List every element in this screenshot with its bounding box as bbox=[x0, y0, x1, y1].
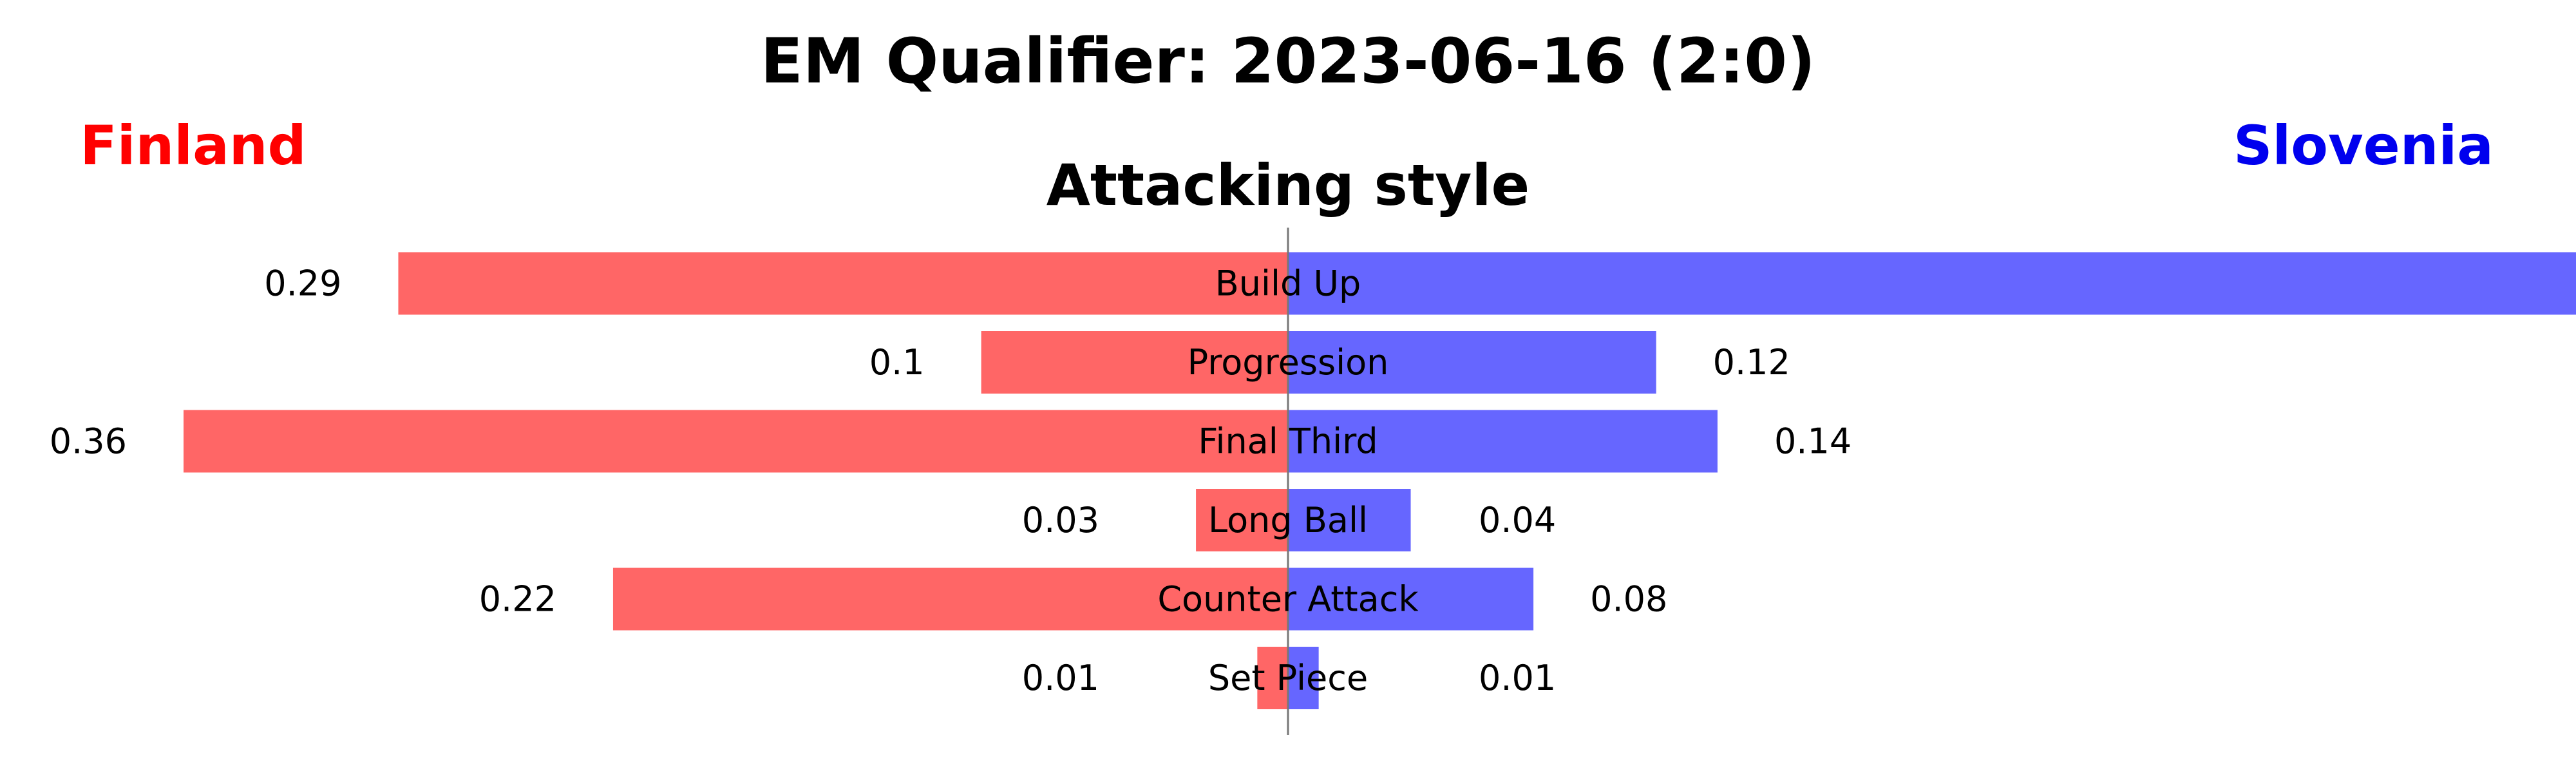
bar-finland-build-up bbox=[398, 252, 1289, 315]
bar-finland-set-piece bbox=[1257, 647, 1288, 709]
value-label-slovenia-progression: 0.12 bbox=[1713, 342, 1790, 383]
category-label-long-ball: Long Ball bbox=[1208, 500, 1368, 540]
bar-slovenia-counter-attack bbox=[1288, 568, 1534, 631]
value-label-finland-long-ball: 0.03 bbox=[1022, 500, 1099, 540]
bar-finland-counter-attack bbox=[612, 568, 1288, 631]
category-label-build-up: Build Up bbox=[1215, 263, 1361, 304]
team-right-name: Slovenia bbox=[2233, 114, 2494, 177]
value-label-finland-set-piece: 0.01 bbox=[1022, 658, 1099, 698]
value-label-finland-build-up: 0.29 bbox=[264, 263, 341, 304]
category-label-counter-attack: Counter Attack bbox=[1157, 579, 1419, 620]
bar-finland-long-ball bbox=[1196, 489, 1288, 551]
value-label-slovenia-long-ball: 0.04 bbox=[1479, 500, 1556, 540]
category-label-set-piece: Set Piece bbox=[1208, 658, 1368, 698]
value-label-finland-progression: 0.1 bbox=[869, 342, 925, 383]
value-label-slovenia-counter-attack: 0.08 bbox=[1590, 579, 1667, 620]
chart-subtitle: Attacking style bbox=[1046, 152, 1530, 218]
bar-finland-final-third bbox=[184, 410, 1288, 473]
chart-title: EM Qualifier: 2023-06-16 (2:0) bbox=[761, 25, 1815, 97]
bar-slovenia-final-third bbox=[1288, 410, 1718, 473]
bar-slovenia-long-ball bbox=[1288, 489, 1411, 551]
value-label-slovenia-final-third: 0.14 bbox=[1774, 421, 1852, 462]
category-label-progression: Progression bbox=[1188, 342, 1389, 383]
category-label-final-third: Final Third bbox=[1198, 421, 1378, 462]
labels-layer: Build Up0.290.62Progression0.10.12Final … bbox=[50, 263, 1852, 699]
bars-layer bbox=[184, 252, 2576, 709]
value-label-finland-final-third: 0.36 bbox=[50, 421, 127, 462]
bar-slovenia-build-up bbox=[1288, 252, 2576, 315]
bar-slovenia-progression bbox=[1288, 331, 1656, 394]
value-label-finland-counter-attack: 0.22 bbox=[479, 579, 556, 620]
bar-slovenia-set-piece bbox=[1288, 647, 1319, 709]
value-label-slovenia-set-piece: 0.01 bbox=[1479, 658, 1556, 698]
team-left-name: Finland bbox=[80, 114, 306, 177]
bar-finland-progression bbox=[981, 331, 1288, 394]
